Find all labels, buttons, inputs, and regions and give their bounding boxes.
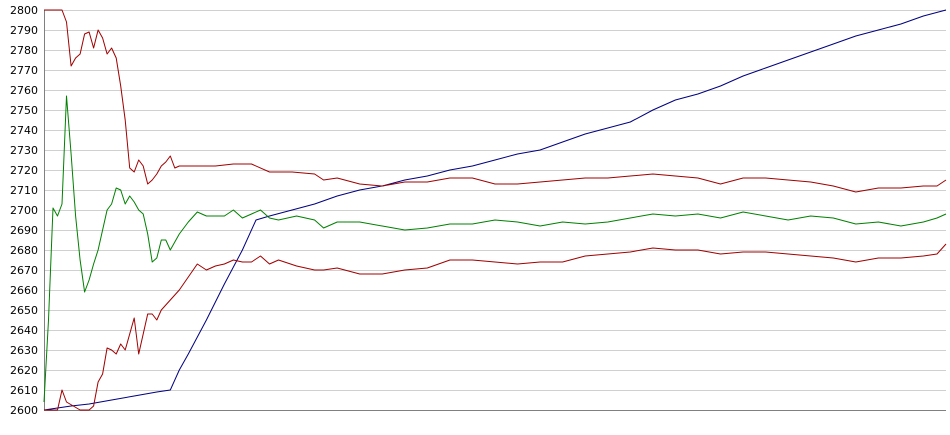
y-tick-label: 2690 [10,224,38,237]
y-tick-label: 2610 [10,384,38,397]
y-tick-label: 2790 [10,24,38,37]
series-line-0 [43,9,947,411]
y-tick-label: 2630 [10,344,38,357]
y-tick-label: 2730 [10,144,38,157]
y-tick-label: 2720 [10,164,38,177]
y-tick-label: 2710 [10,184,38,197]
y-tick-label: 2650 [10,304,38,317]
y-tick-label: 2600 [10,404,38,417]
series-line-1 [43,95,947,403]
y-tick-label: 2700 [10,204,38,217]
y-tick-label: 2800 [10,4,38,17]
axes [44,10,946,411]
y-tick-label: 2680 [10,244,38,257]
series-line-2 [44,9,947,193]
y-tick-label: 2780 [10,44,38,57]
y-tick-label: 2670 [10,264,38,277]
series-line-3 [44,243,947,411]
y-tick-labels: 2600 2610 2620 2630 2640 2650 2660 2670 2680 2690… [10,4,38,417]
y-tick-label: 2620 [10,364,38,377]
y-tick-label: 2640 [10,324,38,337]
y-tick-label: 2770 [10,64,38,77]
y-tick-label: 2760 [10,84,38,97]
y-tick-label: 2740 [10,124,38,137]
y-tick-label: 2660 [10,284,38,297]
y-tick-label: 2750 [10,104,38,117]
series-lines [43,9,947,411]
gridlines [44,10,946,411]
